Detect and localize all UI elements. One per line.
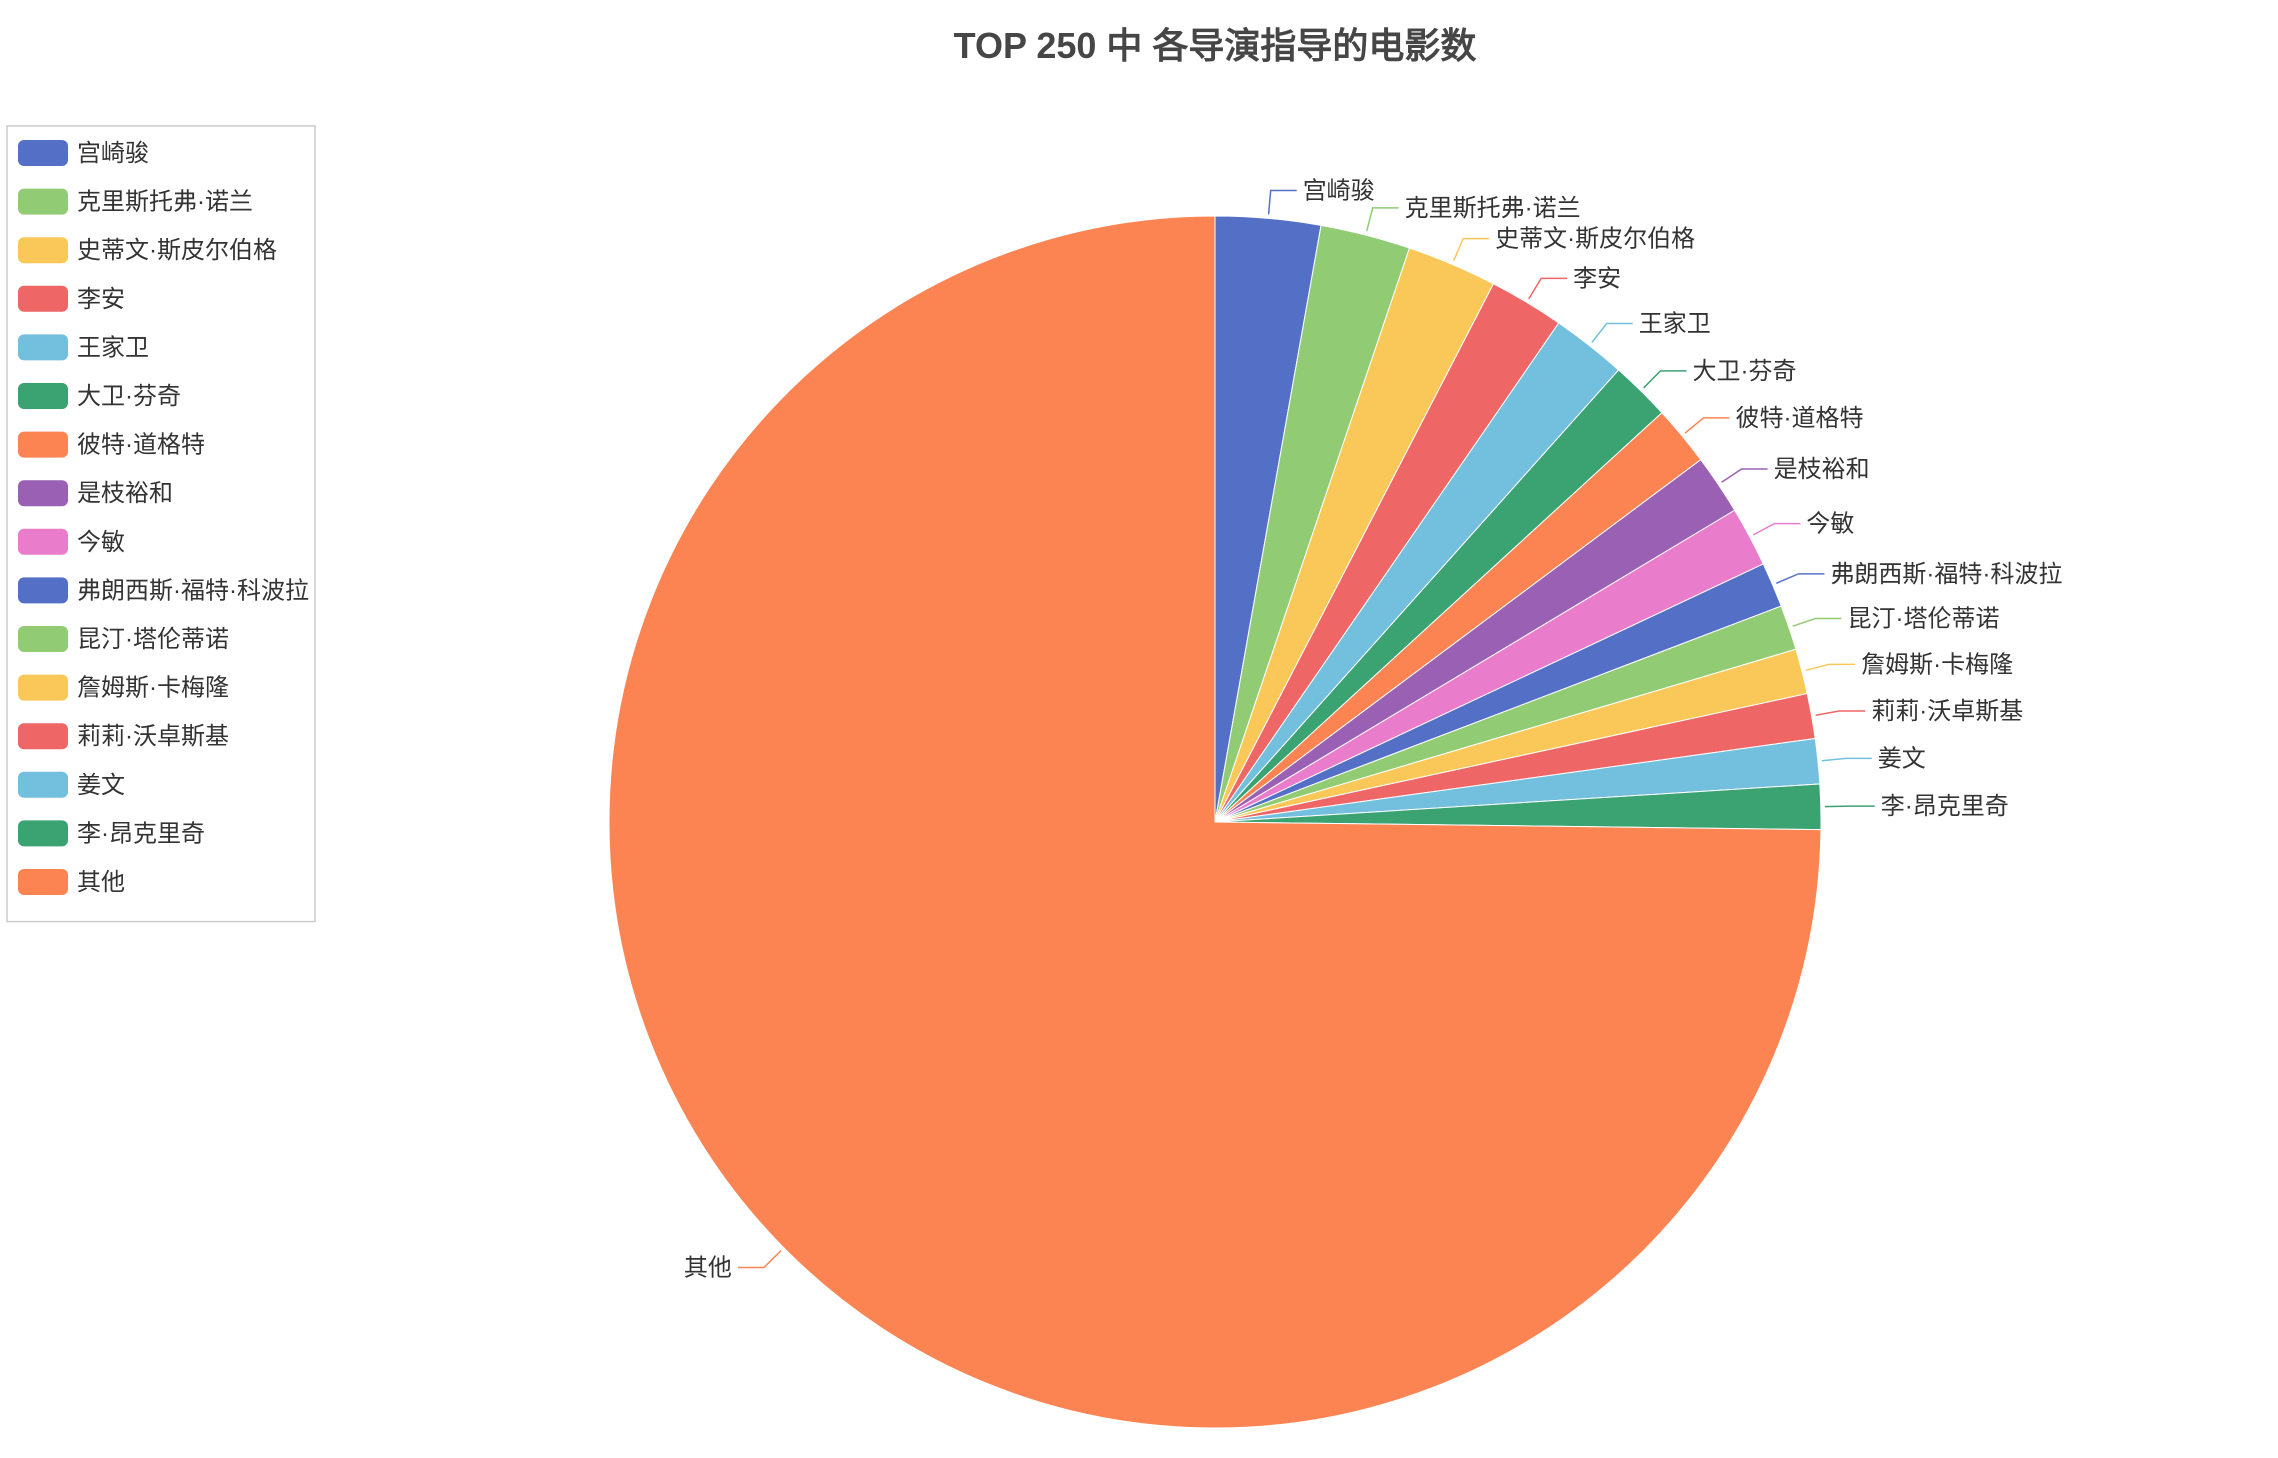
slice-6-leader-line (1643, 370, 1687, 389)
legend-swatch-14[interactable] (18, 771, 68, 798)
legend-label-4[interactable]: 李安 (77, 286, 125, 313)
slice-1-leader-line (1267, 189, 1297, 215)
legend-label-8[interactable]: 是枝裕和 (77, 480, 173, 507)
slice-10-leader-line (1776, 573, 1825, 584)
slice-8-label: 是枝裕和 (1774, 456, 1870, 483)
legend-label-16[interactable]: 其他 (77, 869, 125, 896)
slice-11-leader-line (1792, 617, 1842, 627)
slice-4-leader-line (1528, 277, 1568, 300)
legend-label-5[interactable]: 王家卫 (77, 334, 149, 361)
legend-label-3[interactable]: 史蒂文·斯皮尔伯格 (77, 237, 277, 264)
legend-swatch-10[interactable] (18, 577, 68, 604)
slice-16[interactable] (608, 215, 1822, 1429)
legend-swatch-12[interactable] (18, 674, 68, 701)
slice-12-label: 詹姆斯·卡梅隆 (1861, 651, 2013, 678)
slice-1-label: 宫崎骏 (1303, 177, 1375, 204)
slice-11-label: 昆汀·塔伦蒂诺 (1847, 606, 1999, 633)
legend-swatch-5[interactable] (18, 334, 68, 361)
legend-swatch-15[interactable] (18, 820, 68, 847)
slice-12-leader-line (1805, 663, 1856, 672)
legend-label-14[interactable]: 姜文 (77, 772, 125, 799)
pie-slices (608, 215, 1822, 1429)
slice-4-label: 李安 (1573, 265, 1621, 292)
legend-swatch-7[interactable] (18, 431, 68, 458)
slice-5-label: 王家卫 (1639, 310, 1711, 337)
legend-label-12[interactable]: 詹姆斯·卡梅隆 (77, 675, 229, 702)
legend-label-2[interactable]: 克里斯托弗·诺兰 (77, 189, 253, 216)
slice-16-label: 其他 (684, 1254, 732, 1281)
legend-label-6[interactable]: 大卫·芬奇 (77, 383, 181, 410)
legend-swatch-2[interactable] (18, 188, 68, 215)
legend-label-9[interactable]: 今敏 (77, 529, 125, 556)
legend-swatch-4[interactable] (18, 285, 68, 312)
slice-7-label: 彼特·道格特 (1736, 405, 1864, 432)
legend-swatch-6[interactable] (18, 383, 68, 409)
legend-label-11[interactable]: 昆汀·塔伦蒂诺 (77, 626, 229, 653)
slice-15-label: 李·昂克里奇 (1881, 793, 2009, 820)
slice-2-label: 克里斯托弗·诺兰 (1405, 195, 1581, 222)
slice-9-label: 今敏 (1806, 511, 1854, 538)
slice-labels: 宫崎骏克里斯托弗·诺兰史蒂文·斯皮尔伯格李安王家卫大卫·芬奇彼特·道格特是枝裕和… (684, 177, 2063, 1281)
legend-label-15[interactable]: 李·昂克里奇 (77, 820, 205, 847)
slice-7-leader-line (1684, 417, 1730, 434)
slice-14-label: 姜文 (1878, 745, 1926, 772)
slice-13-leader-line (1815, 710, 1866, 716)
slice-5-leader-line (1591, 322, 1633, 343)
legend-swatch-3[interactable] (18, 237, 68, 264)
slice-16-leader-line (737, 1250, 782, 1269)
slice-9-leader-line (1752, 522, 1801, 536)
slice-3-label: 史蒂文·斯皮尔伯格 (1495, 226, 1695, 253)
legend-swatch-8[interactable] (18, 480, 68, 507)
slice-2-leader-line (1365, 207, 1399, 232)
legend-label-10[interactable]: 弗朗西斯·福特·科波拉 (77, 577, 309, 604)
slice-3-leader-line (1453, 237, 1490, 261)
legend-swatch-16[interactable] (18, 869, 68, 895)
legend-label-7[interactable]: 彼特·道格特 (77, 432, 205, 459)
slice-15-leader-line (1824, 805, 1875, 808)
legend-swatch-13[interactable] (18, 723, 68, 750)
chart-title: TOP 250 中 各导演指导的电影数 (954, 25, 1477, 66)
slice-14-leader-line (1821, 757, 1872, 762)
legend-swatch-11[interactable] (18, 626, 68, 652)
slice-6-label: 大卫·芬奇 (1692, 358, 1796, 385)
slice-10-label: 弗朗西斯·福特·科波拉 (1830, 561, 2062, 588)
slice-8-leader-line (1721, 468, 1768, 483)
legend-swatch-1[interactable] (18, 140, 68, 166)
legend: 宫崎骏克里斯托弗·诺兰史蒂文·斯皮尔伯格李安王家卫大卫·芬奇彼特·道格特是枝裕和… (6, 125, 316, 923)
legend-label-13[interactable]: 莉莉·沃卓斯基 (77, 723, 229, 750)
legend-swatch-9[interactable] (18, 528, 68, 555)
legend-label-1[interactable]: 宫崎骏 (77, 140, 149, 167)
slice-13-label: 莉莉·沃卓斯基 (1871, 698, 2023, 725)
